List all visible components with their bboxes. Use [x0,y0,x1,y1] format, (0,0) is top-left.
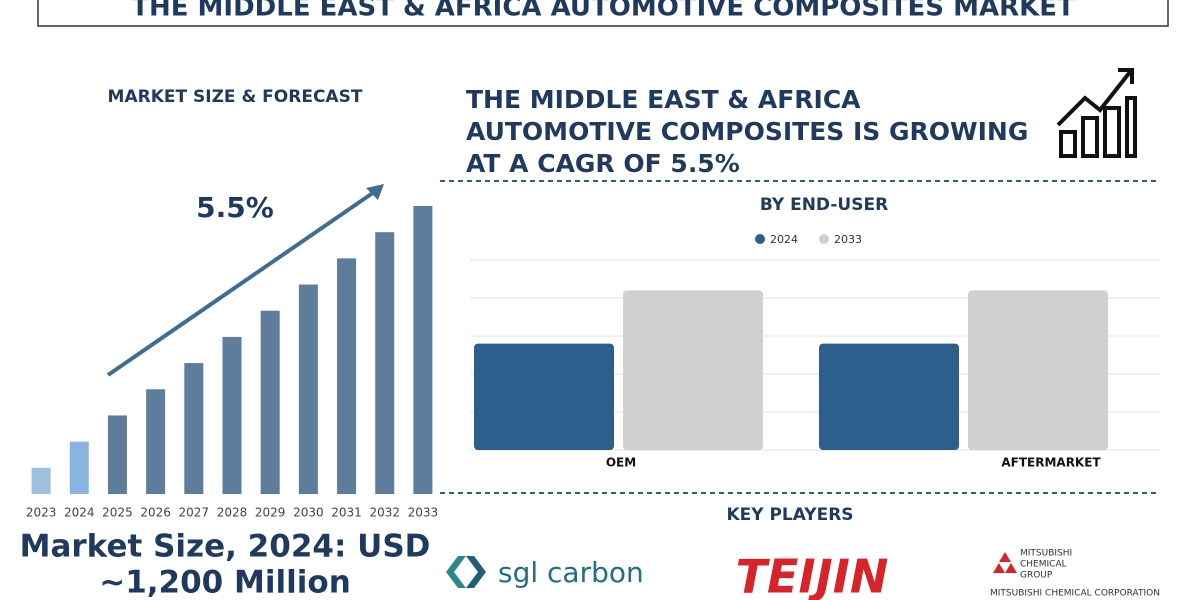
bar [337,258,357,494]
growth-icon [1056,68,1137,158]
trend-arrow [106,186,382,377]
header-title: THE MIDDLE EAST & AFRICA AUTOMOTIVE COMP… [131,0,1075,23]
section-title: KEY PLAYERS [726,505,853,525]
company-logo: GROUP [1020,571,1053,581]
x-tick-label: 2029 [255,506,286,520]
mitsubishi-mark [993,552,1017,573]
x-tick-label: 2026 [140,506,171,520]
x-tick-label: 2033 [408,506,439,520]
x-tick-label: 2030 [293,506,324,520]
x-tick-label: 2027 [179,506,210,520]
company-logo: MITSUBISHI CHEMICAL CORPORATION [990,589,1160,599]
annotation: 5.5% [196,191,274,224]
company-logo: sgl carbon [498,556,644,589]
arrow-head [366,184,384,200]
headline: AUTOMOTIVE COMPOSITES IS GROWING [466,117,1028,146]
x-tick-label: 2032 [369,506,400,520]
header-box [37,0,1169,27]
market-size: Market Size, 2024: USD [20,529,431,565]
x-tick-label: 2023 [26,506,57,520]
headline: THE MIDDLE EAST & AFRICA [466,85,861,114]
legend-label: 2024 [770,233,798,246]
x-tick-label: 2025 [102,506,133,520]
bar [375,232,395,494]
bar [623,290,763,450]
chart-title: BY END-USER [760,195,888,215]
bar [184,363,204,494]
sgl-logo [446,556,486,588]
company-logo: MITSUBISHI [1020,549,1072,559]
x-tick-label: OEM [606,456,636,470]
x-tick-label: 2028 [217,506,248,520]
bar [69,441,89,494]
bar [298,284,318,494]
bar [474,343,614,450]
legend-swatch [819,234,829,244]
bar [968,290,1108,450]
headline: AT A CAGR OF 5.5% [466,149,740,178]
x-tick-label: 2024 [64,506,95,520]
legend-swatch [755,234,765,244]
bar [413,206,433,494]
legend-label: 2033 [834,233,862,246]
chart-title: MARKET SIZE & FORECAST [108,87,363,107]
x-tick-label: 2031 [331,506,362,520]
bar [107,415,127,494]
bar [146,389,166,494]
bar [260,310,280,494]
bar [31,467,51,494]
bar [819,343,959,450]
market-size: ~1,200 Million [99,565,351,600]
bar [222,336,242,494]
company-logo: TEIJIN [736,550,889,600]
x-tick-label: AFTERMARKET [1001,456,1101,470]
company-logo: CHEMICAL [1020,560,1067,570]
